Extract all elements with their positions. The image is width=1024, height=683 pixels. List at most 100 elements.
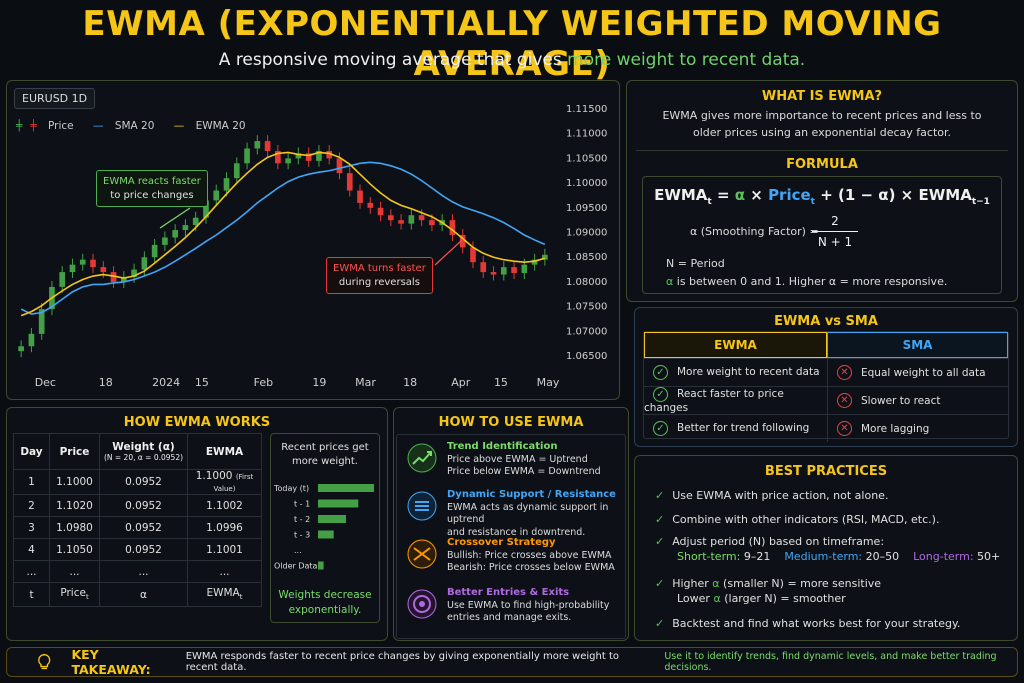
best-item: ✓ Backtest and find what works best for y… [655, 617, 961, 630]
candle-body [233, 163, 240, 179]
subtitle-text: A responsive moving average that gives [218, 50, 568, 70]
weight-label: t - 1 [294, 500, 310, 509]
weight-label: Older Data [274, 562, 318, 571]
formula-box [642, 176, 1002, 294]
x-tick-label: Apr [451, 376, 471, 389]
cross-icon: ✕ [837, 365, 852, 380]
candle-body [336, 158, 343, 174]
formula-divider [636, 150, 1008, 151]
vs-table: EWMA SMA ✓ More weight to recent data ✕ Eq… [643, 331, 1009, 442]
candle-body [542, 254, 548, 260]
candle-body [388, 215, 394, 221]
candle-body [500, 267, 507, 275]
candle-body [490, 272, 497, 275]
ewma-line [20, 151, 546, 317]
crossover-icon [407, 539, 437, 569]
x-tick-label: Dec [35, 376, 56, 389]
weight-bar [318, 530, 334, 539]
x-tick-label: 2024 [152, 376, 180, 389]
use-item-support: Dynamic Support / Resistance EWMA acts a… [407, 489, 632, 538]
weight-bar [318, 515, 346, 523]
weight-bar [318, 499, 359, 508]
weights-footer: Weights decrease exponentially. [278, 589, 372, 616]
candle-body [377, 207, 384, 216]
use-item-entries: Better Entries & Exits Use EWMA to find … [407, 587, 632, 633]
y-tick-label: 1.11000 [566, 129, 607, 140]
best-item: ✓ Higher α (smaller N) = more sensitive L… [655, 577, 882, 606]
x-tick-label: 19 [312, 376, 326, 389]
candle-body [38, 309, 45, 334]
check-icon: ✓ [653, 421, 668, 436]
trend-chart-icon [407, 443, 437, 473]
x-tick-label: May [537, 376, 560, 389]
y-tick-label: 1.07000 [566, 326, 607, 337]
candle-body [326, 150, 333, 159]
candle-body [69, 264, 76, 273]
vs-row: ✓ More weight to recent data ✕ Equal weigh… [644, 358, 1008, 386]
table-row: ............ [13, 560, 262, 583]
y-tick-label: 1.09500 [566, 203, 607, 214]
col-price: Price [49, 433, 100, 470]
candle-body [429, 220, 435, 226]
annotation-reacts-faster: EWMA reacts faster to price changes [96, 170, 208, 207]
use-title: HOW TO USE EWMA [438, 415, 584, 430]
cross-icon: ✕ [837, 393, 852, 408]
weight-label: Today (t) [273, 484, 309, 493]
y-tick-label: 1.11500 [566, 104, 607, 115]
col-weight: Weight (α) (N = 20, α = 0.0952) [99, 433, 188, 470]
candle-body [346, 173, 353, 191]
candle-body [480, 262, 487, 273]
candle-body [316, 150, 322, 161]
x-tick-label: 18 [99, 376, 113, 389]
table-row: 4 1.1050 0.0952 1.1001 [13, 538, 262, 561]
best-title: BEST PRACTICES [764, 464, 888, 479]
cross-icon: ✕ [837, 421, 852, 436]
check-icon: ✓ [655, 577, 665, 590]
layers-icon [407, 491, 437, 521]
legend-price: ╪ ╪ Price [16, 120, 74, 132]
alpha-note: α is between 0 and 1. Higher α = more re… [666, 275, 948, 288]
candle-body [141, 257, 148, 270]
annotation-turns-faster: EWMA turns faster during reversals [326, 257, 433, 294]
what-description: EWMA gives more importance to recent pri… [662, 109, 982, 139]
use-item-crossover: Crossover Strategy Bullish: Price crosse… [407, 537, 632, 583]
candle-body [59, 272, 66, 287]
use-list: Trend Identification Price above EWMA = … [396, 434, 626, 639]
how-table: Day Price Weight (α) (N = 20, α = 0.0952)… [13, 433, 262, 607]
col-ewma: EWMA [187, 433, 262, 470]
candle-body [244, 148, 250, 164]
candle-body [275, 150, 281, 164]
candle-body [223, 178, 230, 191]
x-tick-label: 18 [403, 376, 417, 389]
check-icon: ✓ [655, 535, 665, 548]
candle-body [100, 267, 107, 273]
check-icon: ✓ [655, 617, 665, 630]
best-item: ✓ Combine with other indicators (RSI, MAC… [655, 513, 940, 526]
takeaway-bar: KEY TAKEAWAY: EWMA responds faster to re… [6, 647, 1018, 677]
weights-title: Recent prices get more weight. [281, 442, 369, 467]
candle-body [285, 158, 291, 164]
candle-body [213, 190, 220, 201]
candle-body [192, 217, 199, 226]
sma-line [20, 161, 546, 315]
best-item: ✓ Use EWMA with price action, not alone. [655, 489, 889, 502]
candle-body [367, 202, 374, 208]
weight-label: t - 3 [294, 531, 310, 540]
check-icon: ✓ [653, 387, 668, 402]
candle-body [131, 269, 137, 278]
subtitle-highlight: more weight to recent data. [567, 50, 806, 70]
y-tick-label: 1.10500 [566, 153, 607, 164]
table-row: t Pricet α EWMAt [13, 582, 262, 607]
candle-body [264, 141, 271, 151]
vs-col-sma: SMA [827, 332, 1008, 358]
candle-body [110, 272, 117, 282]
takeaway-text: EWMA responds faster to recent price cha… [185, 651, 619, 673]
candle-body [151, 244, 158, 258]
vs-title: EWMA vs SMA [774, 314, 878, 329]
table-row: 3 1.0980 0.0952 1.0996 [13, 516, 262, 539]
candle-body [449, 220, 456, 235]
candle-body [459, 235, 466, 248]
x-tick-label: 15 [195, 376, 209, 389]
x-tick-label: Mar [355, 376, 376, 389]
use-item-trend: Trend Identification Price above EWMA = … [407, 441, 632, 487]
